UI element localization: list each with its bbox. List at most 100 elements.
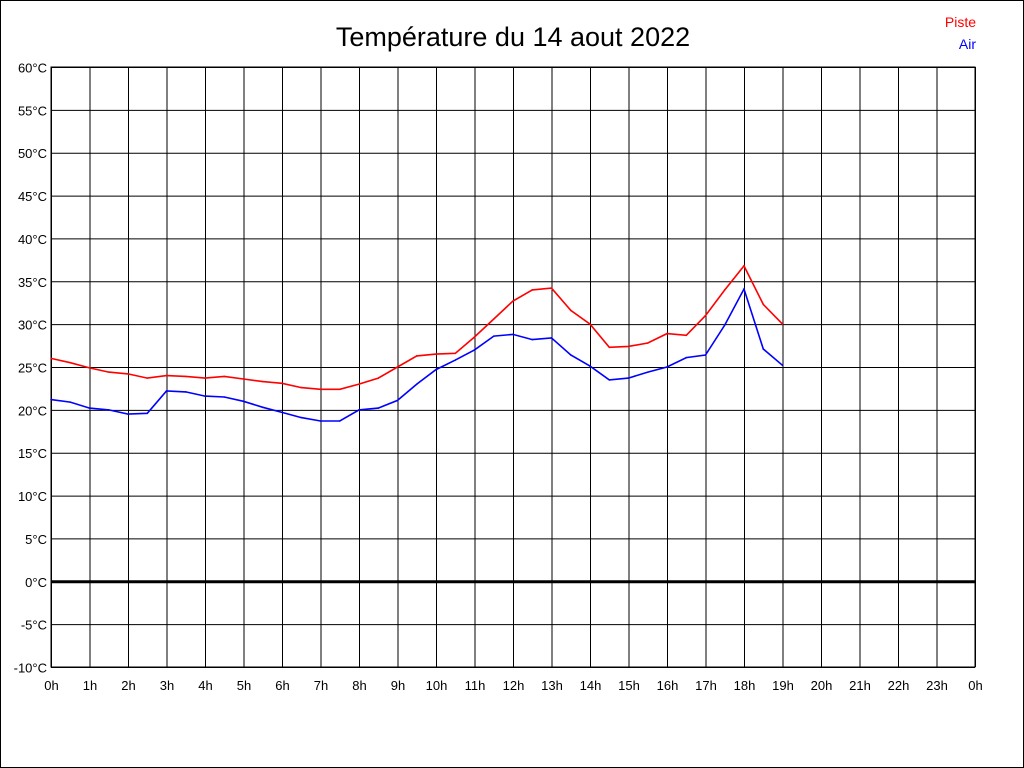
data-point-piste (627, 345, 630, 348)
data-point-air (319, 420, 322, 422)
x-tick-label: 0h (968, 678, 982, 693)
chart-title: Température du 14 aout 2022 (336, 22, 690, 52)
y-tick-label: 50°C (18, 146, 47, 161)
y-tick-label: 55°C (18, 103, 47, 118)
data-point-piste (377, 377, 380, 379)
data-point-air (723, 324, 726, 326)
y-tick-label: 15°C (18, 446, 47, 461)
data-point-piste (50, 357, 52, 360)
data-point-air (762, 348, 765, 350)
x-tick-label: 20h (811, 678, 833, 693)
x-tick-label: 18h (734, 678, 756, 693)
data-point-piste (473, 336, 476, 338)
data-point-piste (743, 265, 745, 267)
data-point-air (415, 383, 418, 385)
data-point-air (69, 401, 72, 403)
data-point-air (50, 398, 52, 401)
data-point-air (300, 416, 303, 419)
data-point-air (88, 407, 91, 409)
data-point-air (512, 333, 514, 336)
data-point-piste (781, 323, 784, 325)
data-point-piste (319, 388, 322, 391)
data-point-air (396, 399, 399, 402)
legend: Piste Air (945, 14, 976, 52)
data-point-piste (531, 289, 534, 291)
x-tick-label: 5h (237, 678, 251, 693)
data-point-air (666, 366, 668, 368)
data-point-piste (242, 378, 245, 380)
grid (50, 66, 976, 668)
data-point-air (704, 354, 707, 356)
x-tick-label: 16h (657, 678, 679, 693)
series-line-air (50, 286, 784, 422)
data-point-air (261, 406, 264, 409)
x-tick-label: 0h (44, 678, 58, 693)
x-tick-label: 21h (849, 678, 871, 693)
x-tick-label: 19h (772, 678, 794, 693)
data-point-air (146, 412, 149, 415)
x-tick-label: 10h (426, 678, 448, 693)
data-point-air (184, 391, 187, 393)
y-tick-label: 20°C (18, 403, 47, 418)
data-point-piste (435, 353, 437, 355)
data-point-air (781, 364, 784, 367)
data-point-piste (358, 383, 360, 385)
data-point-piste (338, 388, 341, 391)
data-point-piste (685, 334, 688, 337)
x-tick-label: 14h (580, 678, 602, 693)
data-point-air (435, 368, 437, 371)
data-point-piste (223, 375, 226, 378)
data-point-air (223, 396, 226, 398)
y-tick-label: 35°C (18, 275, 47, 290)
y-tick-label: -10°C (14, 661, 47, 676)
data-point-air (685, 356, 688, 359)
x-tick-label: 12h (503, 678, 525, 693)
x-tick-label: 2h (121, 678, 135, 693)
data-point-piste (608, 346, 611, 349)
data-point-air (646, 371, 649, 373)
data-point-piste (646, 342, 649, 344)
data-point-air (107, 409, 110, 411)
y-tick-label: 30°C (18, 318, 47, 333)
data-point-piste (454, 352, 457, 355)
data-point-piste (204, 377, 206, 379)
series-lines (50, 264, 784, 422)
data-point-air (589, 365, 591, 367)
legend-entry-piste: Piste (945, 14, 976, 30)
data-point-air (338, 420, 341, 422)
data-point-air (550, 337, 553, 339)
series-line-piste (50, 264, 784, 391)
data-point-piste (300, 386, 303, 389)
y-tick-label: 60°C (18, 61, 47, 76)
x-tick-label: 9h (391, 678, 405, 693)
y-tick-label: 40°C (18, 232, 47, 247)
data-point-piste (261, 380, 264, 383)
data-point-piste (127, 373, 129, 375)
data-point-piste (723, 289, 726, 291)
data-point-piste (415, 355, 418, 357)
data-point-piste (165, 374, 168, 377)
y-tick-label: 45°C (18, 189, 47, 204)
y-tick-label: 10°C (18, 489, 47, 504)
data-point-piste (146, 377, 149, 379)
data-point-air (204, 395, 206, 397)
data-point-piste (762, 303, 765, 306)
x-tick-label: 13h (541, 678, 563, 693)
data-point-piste (704, 314, 707, 317)
x-tick-label: 3h (160, 678, 174, 693)
y-tick-label: 25°C (18, 361, 47, 376)
data-point-air (358, 409, 360, 411)
y-tick-label: 5°C (25, 532, 47, 547)
x-tick-label: 4h (198, 678, 212, 693)
data-point-piste (666, 332, 668, 335)
x-tick-label: 6h (275, 678, 289, 693)
data-point-piste (396, 366, 399, 368)
data-point-piste (492, 318, 495, 320)
data-point-air (281, 411, 283, 414)
data-point-air (608, 379, 611, 381)
legend-entry-air: Air (959, 36, 976, 52)
data-point-air (127, 413, 129, 415)
data-point-air (627, 377, 630, 379)
data-point-air (531, 338, 534, 341)
